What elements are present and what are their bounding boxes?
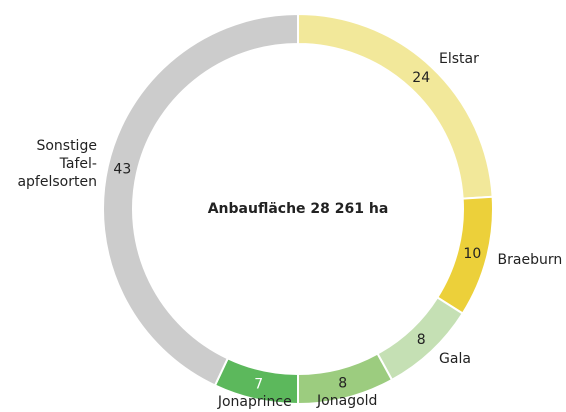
category-label: Jonaprince — [217, 394, 292, 410]
category-label: Sonstige Tafel-apfelsorten — [17, 138, 97, 190]
donut-segment — [297, 12, 494, 200]
value-label: 43 — [113, 162, 131, 178]
value-label: 8 — [417, 332, 426, 348]
value-label: 24 — [412, 70, 430, 86]
value-label: 8 — [338, 375, 347, 391]
donut-segment — [102, 12, 299, 387]
category-label: Elstar — [439, 51, 479, 67]
center-text: Anbaufläche 28 261 ha — [208, 201, 389, 217]
value-label: 10 — [463, 246, 481, 262]
category-label: Braeburn — [498, 252, 563, 268]
value-label: 7 — [254, 377, 263, 393]
category-label: Jonagold — [316, 393, 377, 409]
category-label: Gala — [439, 351, 471, 367]
